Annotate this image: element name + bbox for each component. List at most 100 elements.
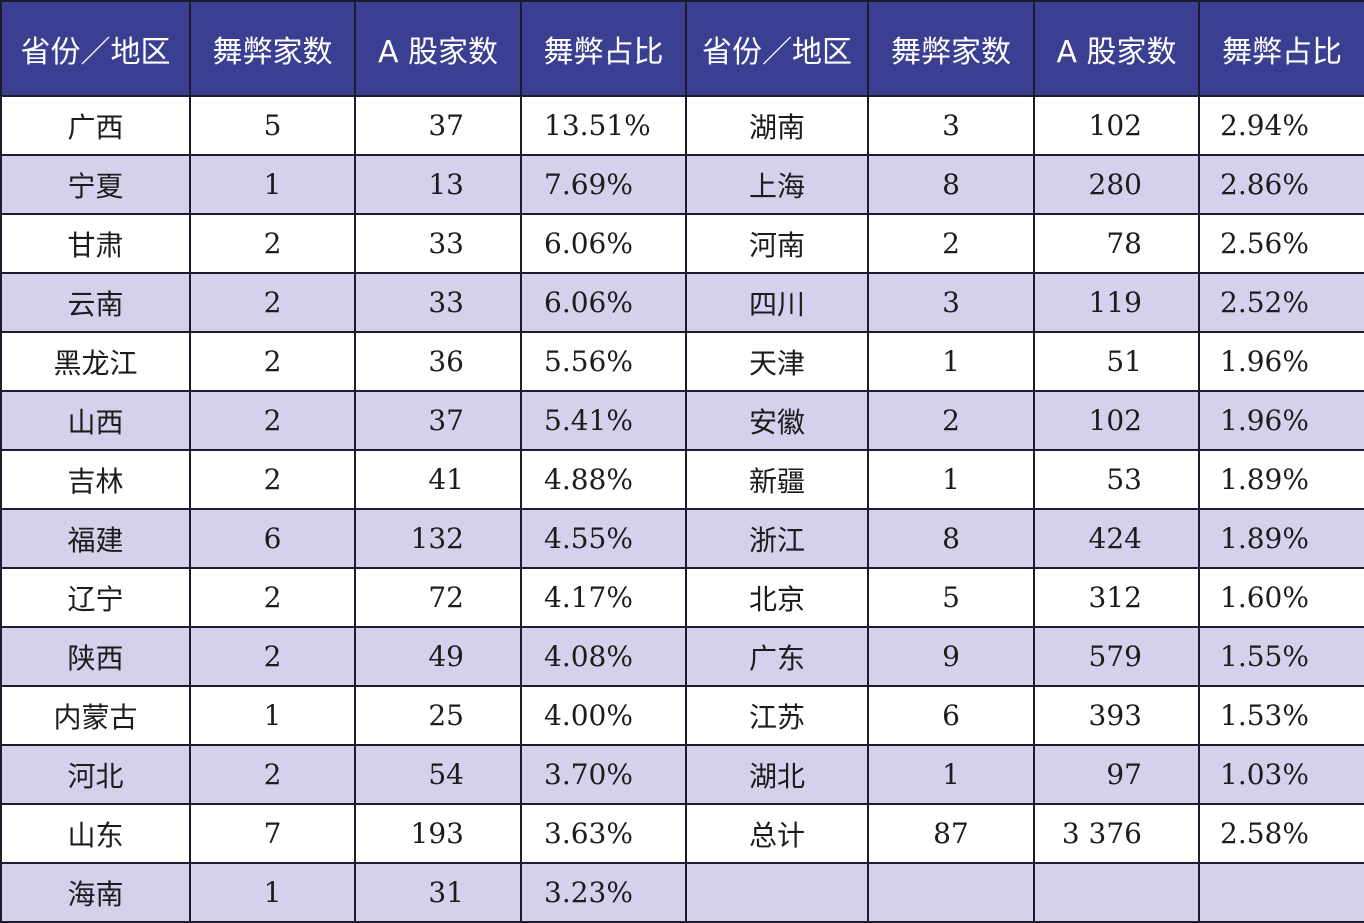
left-a-share-count-cell: 41 (354, 449, 522, 510)
left-fraud-count-cell: 6 (189, 508, 356, 569)
left-region-cell: 陕西 (0, 626, 191, 687)
right-a-share-count-cell: 51 (1033, 331, 1200, 392)
left-a-share-count-cell: 33 (354, 272, 522, 333)
left-a-share-count-cell: 54 (354, 744, 522, 805)
left-fraud-ratio-cell: 3.70% (520, 744, 687, 805)
right-fraud-ratio-cell: 1.96% (1198, 331, 1364, 392)
right-fraud-ratio-cell (1198, 862, 1364, 923)
right-fraud-count-cell: 1 (867, 744, 1035, 805)
right-fraud-ratio-cell: 2.56% (1198, 213, 1364, 274)
right-fraud-count-cell: 1 (867, 331, 1035, 392)
left-region-cell: 吉林 (0, 449, 191, 510)
right-region-cell (685, 862, 869, 923)
right-region-cell: 湖南 (685, 95, 869, 156)
left-fraud-count-cell: 1 (189, 862, 356, 923)
left-region-cell: 山西 (0, 390, 191, 451)
right-region-cell: 四川 (685, 272, 869, 333)
table-row: 山西 2 37 5.41% 安徽 2 102 1.96% (0, 390, 1364, 451)
right-a-share-count-cell: 97 (1033, 744, 1200, 805)
right-fraud-ratio-cell: 2.94% (1198, 95, 1364, 156)
right-region-cell: 安徽 (685, 390, 869, 451)
table-row: 宁夏 1 13 7.69% 上海 8 280 2.86% (0, 154, 1364, 215)
left-fraud-ratio-cell: 3.23% (520, 862, 687, 923)
left-region-cell: 内蒙古 (0, 685, 191, 746)
right-fraud-count-cell: 5 (867, 567, 1035, 628)
table-row: 山东 7 193 3.63% 总计 87 3 376 2.58% (0, 803, 1364, 864)
right-region-cell: 上海 (685, 154, 869, 215)
right-fraud-ratio-cell: 1.53% (1198, 685, 1364, 746)
table-row: 陕西 2 49 4.08% 广东 9 579 1.55% (0, 626, 1364, 687)
right-region-cell: 北京 (685, 567, 869, 628)
left-region-cell: 宁夏 (0, 154, 191, 215)
table-row: 广西 5 37 13.51% 湖南 3 102 2.94% (0, 95, 1364, 156)
left-a-share-count-cell: 13 (354, 154, 522, 215)
right-fraud-ratio-cell: 1.60% (1198, 567, 1364, 628)
left-fraud-count-cell: 1 (189, 154, 356, 215)
right-region-cell: 天津 (685, 331, 869, 392)
right-region-cell: 广东 (685, 626, 869, 687)
left-fraud-count-cell: 5 (189, 95, 356, 156)
right-fraud-ratio-cell: 2.52% (1198, 272, 1364, 333)
right-region-cell: 浙江 (685, 508, 869, 569)
left-region-cell: 广西 (0, 95, 191, 156)
left-fraud-ratio-cell: 5.41% (520, 390, 687, 451)
right-fraud-count-cell (867, 862, 1035, 923)
left-region-cell: 海南 (0, 862, 191, 923)
left-a-share-count-cell: 33 (354, 213, 522, 274)
right-fraud-ratio-cell: 1.03% (1198, 744, 1364, 805)
left-region-cell: 云南 (0, 272, 191, 333)
left-fraud-ratio-cell: 3.63% (520, 803, 687, 864)
right-fraud-ratio-cell: 1.55% (1198, 626, 1364, 687)
right-fraud-ratio-cell: 1.89% (1198, 508, 1364, 569)
left-region-cell: 甘肃 (0, 213, 191, 274)
right-a-share-count-cell: 312 (1033, 567, 1200, 628)
right-fraud-ratio-cell: 2.86% (1198, 154, 1364, 215)
table-row: 甘肃 2 33 6.06% 河南 2 78 2.56% (0, 213, 1364, 274)
table-row: 辽宁 2 72 4.17% 北京 5 312 1.60% (0, 567, 1364, 628)
right-a-share-count-cell: 78 (1033, 213, 1200, 274)
left-fraud-ratio-cell: 4.88% (520, 449, 687, 510)
left-region-cell: 辽宁 (0, 567, 191, 628)
right-a-share-count-cell: 102 (1033, 390, 1200, 451)
right-a-share-count-cell: 579 (1033, 626, 1200, 687)
right-fraud-count-cell: 2 (867, 213, 1035, 274)
right-fraud-count-cell: 3 (867, 272, 1035, 333)
left-fraud-ratio-cell: 4.17% (520, 567, 687, 628)
left-fraud-count-cell: 2 (189, 567, 356, 628)
header-a-share-count-right: A 股家数 (1033, 0, 1200, 97)
left-region-cell: 河北 (0, 744, 191, 805)
left-a-share-count-cell: 193 (354, 803, 522, 864)
table-row: 海南 1 31 3.23% (0, 862, 1364, 923)
table-row: 内蒙古 1 25 4.00% 江苏 6 393 1.53% (0, 685, 1364, 746)
table-body: 广西 5 37 13.51% 湖南 3 102 2.94% 宁夏 1 13 7.69% 上海 8 280 2.… (0, 95, 1364, 923)
header-region-right: 省份／地区 (685, 0, 869, 97)
left-fraud-count-cell: 2 (189, 390, 356, 451)
right-region-cell: 江苏 (685, 685, 869, 746)
right-a-share-count-cell: 3 376 (1033, 803, 1200, 864)
left-fraud-ratio-cell: 6.06% (520, 213, 687, 274)
right-a-share-count-cell: 424 (1033, 508, 1200, 569)
right-fraud-count-cell: 3 (867, 95, 1035, 156)
right-a-share-count-cell: 280 (1033, 154, 1200, 215)
left-a-share-count-cell: 36 (354, 331, 522, 392)
right-region-cell: 河南 (685, 213, 869, 274)
table-row: 吉林 2 41 4.88% 新疆 1 53 1.89% (0, 449, 1364, 510)
header-a-share-count-left: A 股家数 (354, 0, 522, 97)
left-fraud-ratio-cell: 4.08% (520, 626, 687, 687)
left-a-share-count-cell: 72 (354, 567, 522, 628)
left-a-share-count-cell: 49 (354, 626, 522, 687)
right-a-share-count-cell: 102 (1033, 95, 1200, 156)
left-fraud-count-cell: 1 (189, 685, 356, 746)
right-a-share-count-cell: 53 (1033, 449, 1200, 510)
left-fraud-count-cell: 2 (189, 213, 356, 274)
header-fraud-ratio-right: 舞弊占比 (1198, 0, 1364, 97)
table-row: 河北 2 54 3.70% 湖北 1 97 1.03% (0, 744, 1364, 805)
right-a-share-count-cell: 119 (1033, 272, 1200, 333)
table-row: 福建 6 132 4.55% 浙江 8 424 1.89% (0, 508, 1364, 569)
left-region-cell: 山东 (0, 803, 191, 864)
right-fraud-ratio-cell: 1.89% (1198, 449, 1364, 510)
header-fraud-count-right: 舞弊家数 (867, 0, 1035, 97)
right-fraud-ratio-cell: 2.58% (1198, 803, 1364, 864)
left-a-share-count-cell: 132 (354, 508, 522, 569)
